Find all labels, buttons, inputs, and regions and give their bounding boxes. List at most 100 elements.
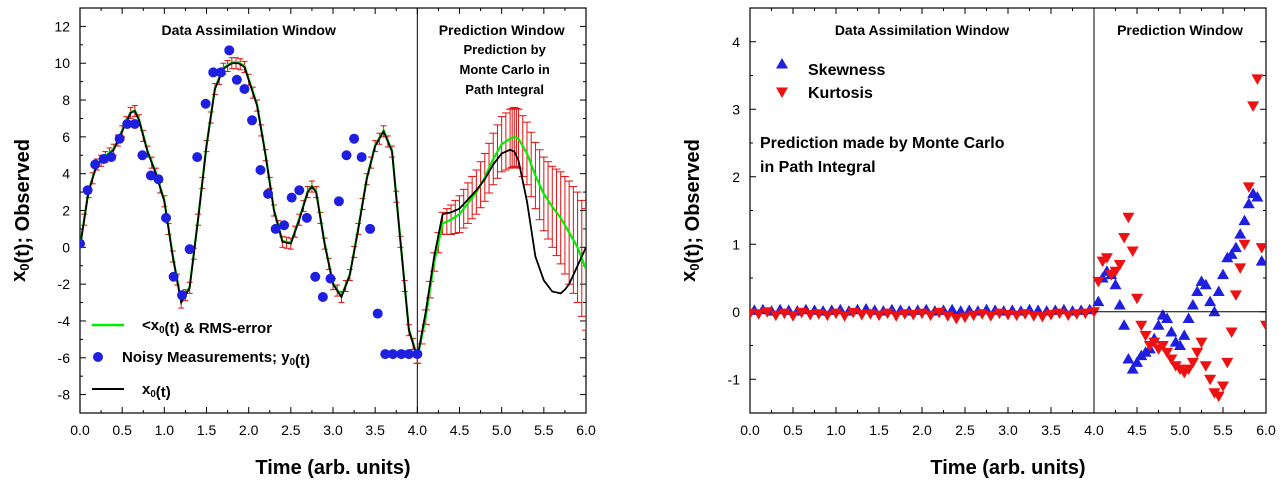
measurement-point	[270, 223, 281, 234]
measurement-point	[129, 118, 140, 129]
kurtosis-point	[1027, 311, 1040, 322]
prediction-note-line: Prediction by	[463, 42, 546, 57]
y-tick-label: 4	[62, 166, 70, 182]
skewness-point	[1204, 295, 1217, 307]
y-tick-label: 2	[62, 203, 70, 219]
kurtosis-point	[1212, 391, 1225, 403]
measurement-point	[349, 133, 360, 144]
kurtosis-point	[864, 309, 877, 320]
measurement-point	[403, 349, 414, 360]
legend-label-true: x0(t)	[142, 381, 171, 401]
skewness-point	[1208, 305, 1221, 317]
x-tick-label: 6.0	[1256, 422, 1276, 438]
y-tick-label: 3	[732, 101, 740, 117]
kurtosis-point	[1036, 311, 1049, 323]
true-state-line	[80, 62, 586, 359]
kurtosis-point	[1131, 293, 1143, 305]
measurement-point	[279, 220, 290, 231]
kurtosis-point	[1195, 337, 1208, 349]
prediction-note-line: Monte Carlo in	[460, 62, 550, 77]
kurtosis-point	[752, 309, 765, 320]
y-tick-label: 6	[62, 129, 70, 145]
kurtosis-point	[1217, 381, 1229, 392]
y-tick-label: 12	[54, 18, 70, 34]
kurtosis-point	[1118, 233, 1131, 244]
measurement-point	[192, 152, 203, 163]
kurtosis-point	[1122, 212, 1135, 224]
kurtosis-point	[881, 308, 894, 320]
measurement-point	[294, 185, 305, 196]
kurtosis-point	[907, 309, 920, 321]
measurement-point	[263, 188, 274, 199]
x-tick-label: 1.0	[155, 422, 175, 438]
y-tick-label: 4	[732, 34, 740, 50]
kurtosis-point	[1182, 364, 1195, 376]
kurtosis-point	[812, 309, 825, 320]
legend	[92, 323, 124, 390]
measurement-point	[255, 165, 266, 175]
measurement-point	[317, 292, 328, 303]
measurement-point	[177, 290, 188, 301]
measurement-point	[137, 150, 148, 161]
measurement-point	[372, 308, 383, 319]
x-tick-label: 2.5	[955, 422, 975, 438]
annotation-line: Prediction made by Monte Carlo	[760, 135, 1005, 152]
skewness-point	[1238, 214, 1251, 226]
measurement-point	[325, 273, 336, 284]
y-tick-label: 0	[62, 239, 70, 255]
skewness-point	[1182, 312, 1195, 323]
kurtosis-point	[1002, 309, 1014, 321]
measurement-point	[168, 271, 179, 282]
skewness-point	[1165, 326, 1178, 337]
skewness-point	[1191, 285, 1204, 296]
kurtosis-point	[1229, 290, 1242, 301]
measurement-point	[341, 150, 352, 161]
skewness-point	[1186, 299, 1199, 310]
skewness-point	[1122, 353, 1135, 364]
x-tick-label: 5.5	[1213, 422, 1233, 438]
measurement-point	[184, 244, 195, 255]
measurement-point	[122, 118, 133, 129]
mean-estimate-line	[80, 61, 586, 358]
x-tick-label: 4.5	[450, 422, 470, 438]
kurtosis-point	[1225, 327, 1238, 338]
y-axis-title: x0(t); Observed	[8, 139, 34, 282]
x-tick-label: 0.5	[112, 422, 132, 438]
x-tick-label: 4.0	[408, 422, 428, 438]
x-tick-label: 1.5	[869, 422, 889, 438]
kurtosis-point	[873, 310, 885, 322]
x-tick-label: 0.0	[70, 422, 90, 438]
skewness-point	[1152, 319, 1165, 330]
skewness-point	[1225, 248, 1238, 259]
kurtosis-point	[1238, 239, 1251, 251]
kurtosis-point	[1204, 374, 1217, 386]
legend-label-skewness: Skewness	[808, 62, 885, 79]
kurtosis-point	[993, 308, 1006, 320]
skewness-point	[1113, 299, 1126, 310]
measurement-point	[90, 159, 101, 170]
kurtosis-point	[941, 311, 954, 322]
y-tick-label: 8	[62, 92, 70, 108]
measurement-point	[286, 192, 297, 203]
skewness-point	[1242, 197, 1255, 209]
x-tick-label: 3.5	[1041, 422, 1061, 438]
measurement-point	[208, 67, 219, 78]
skewness-point	[1199, 278, 1212, 290]
kurtosis-point	[890, 311, 903, 322]
kurtosis-point	[1247, 101, 1260, 112]
kurtosis-point	[1156, 341, 1169, 352]
kurtosis-point	[1139, 330, 1152, 342]
kurtosis-point	[1234, 263, 1247, 274]
measurement-point	[239, 84, 250, 94]
y-tick-label: -2	[58, 276, 71, 292]
x-tick-label: 5.0	[492, 422, 512, 438]
plot-area	[750, 74, 1266, 403]
y-tick-label: 0	[732, 304, 740, 320]
assimilation-window-label: Data Assimilation Window	[835, 22, 1009, 38]
skewness-point	[1229, 241, 1242, 253]
measurement-point	[356, 152, 367, 163]
skewness-point	[1126, 363, 1139, 374]
measurement-point	[247, 115, 258, 126]
measurement-point	[200, 98, 211, 109]
y-axis-title: x0(t); Observed	[678, 139, 704, 282]
